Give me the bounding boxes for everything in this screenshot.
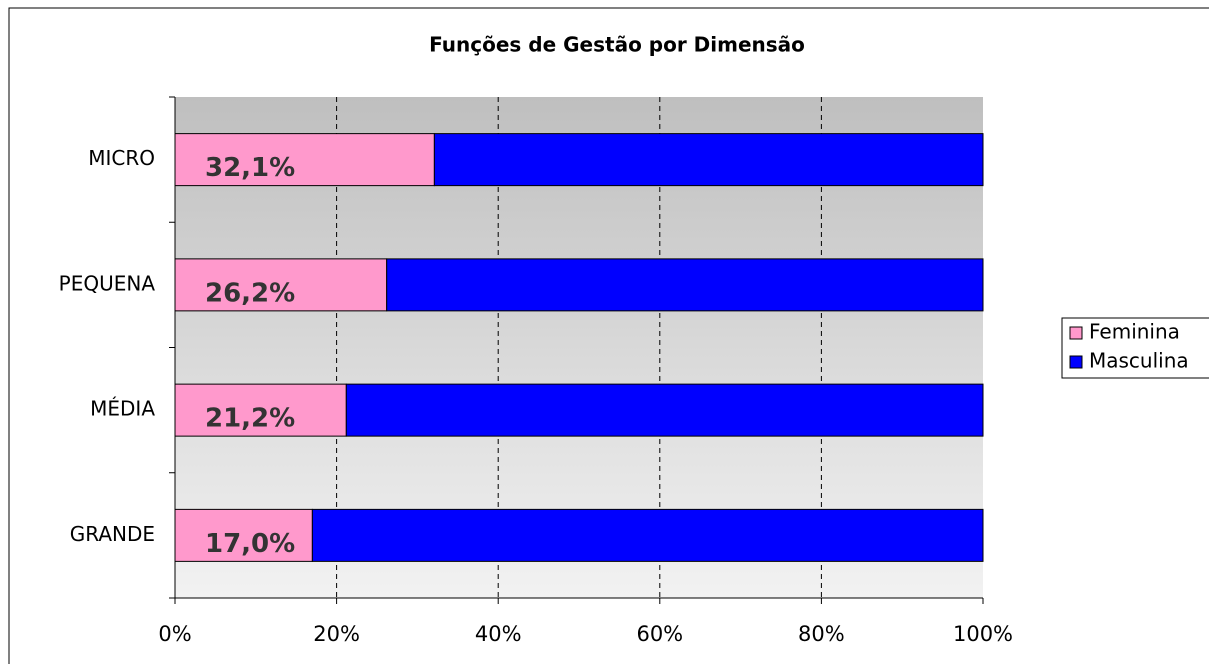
x-tick-label: 60% (636, 622, 683, 646)
legend-label: Feminina (1089, 320, 1180, 344)
legend-label: Masculina (1089, 349, 1189, 373)
value-label: 32,1% (205, 153, 295, 183)
y-tick-label: PEQUENA (59, 271, 156, 295)
x-tick-label: 20% (313, 622, 360, 646)
legend-swatch (1069, 355, 1083, 369)
chart-title: Funções de Gestão por Dimensão (429, 33, 805, 57)
bar-segment (433, 133, 984, 187)
x-tick-label: 40% (475, 622, 522, 646)
x-tick-label: 0% (158, 622, 191, 646)
legend-swatch (1069, 326, 1083, 340)
value-label: 21,2% (205, 404, 295, 434)
x-tick-label: 80% (798, 622, 845, 646)
legend-box (1061, 317, 1209, 379)
y-tick-label: GRANDE (70, 522, 155, 546)
bar-segment (174, 508, 313, 562)
bar-segment (174, 383, 347, 437)
bar-segment (174, 133, 435, 187)
bar-segment (311, 508, 984, 562)
bar-segment (386, 258, 984, 312)
value-label: 17,0% (205, 529, 295, 559)
y-tick-label: MICRO (88, 146, 155, 170)
x-tick-label: 100% (953, 622, 1013, 646)
bar-segment (345, 383, 984, 437)
y-tick-label: MÉDIA (90, 397, 155, 421)
value-label: 26,2% (205, 278, 295, 308)
